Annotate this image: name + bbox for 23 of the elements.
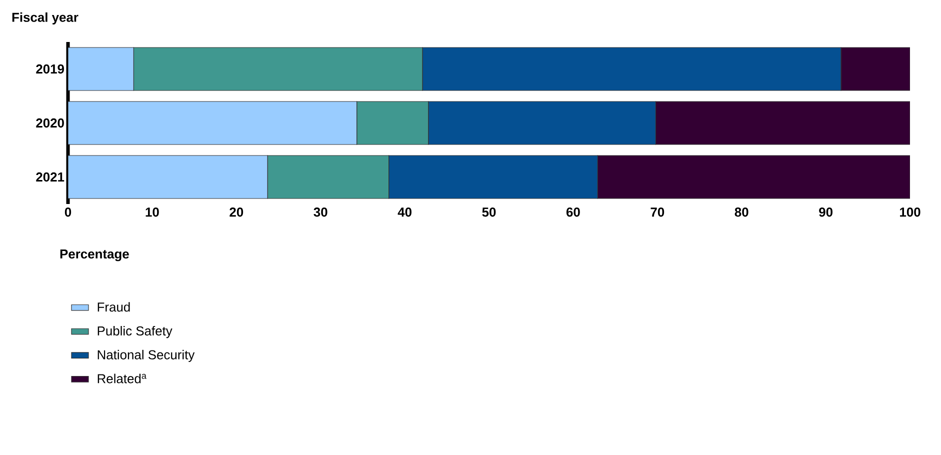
y-tick-label: 2021 (36, 172, 64, 182)
x-tick-label: 0 (64, 208, 72, 217)
y-tick-label: 2019 (36, 64, 64, 74)
x-tick-label: 70 (650, 208, 664, 217)
x-tick-label: 10 (146, 208, 159, 217)
x-tick-label: 50 (482, 208, 496, 217)
bar (68, 155, 268, 199)
x-tick-label: 30 (314, 208, 328, 217)
x-tick-label: 100 (900, 208, 920, 217)
legend-label: Related$^{a}$ (98, 374, 146, 384)
x-tick-label: 90 (819, 208, 832, 217)
bar (68, 47, 134, 91)
legend-label: Fraud (98, 302, 130, 312)
x-tick-label: 40 (398, 208, 412, 217)
x-tick-label: 20 (230, 208, 244, 217)
legend-label: Public Safety (98, 326, 172, 338)
y-axis-title: Fiscal year (12, 12, 78, 24)
x-axis-title: Percentage (60, 250, 129, 262)
y-tick-label: 2020 (36, 118, 64, 128)
bar (68, 101, 358, 145)
x-tick-label: 80 (734, 208, 748, 217)
legend-label: National Security (98, 350, 195, 362)
x-tick-label: 60 (566, 208, 580, 217)
